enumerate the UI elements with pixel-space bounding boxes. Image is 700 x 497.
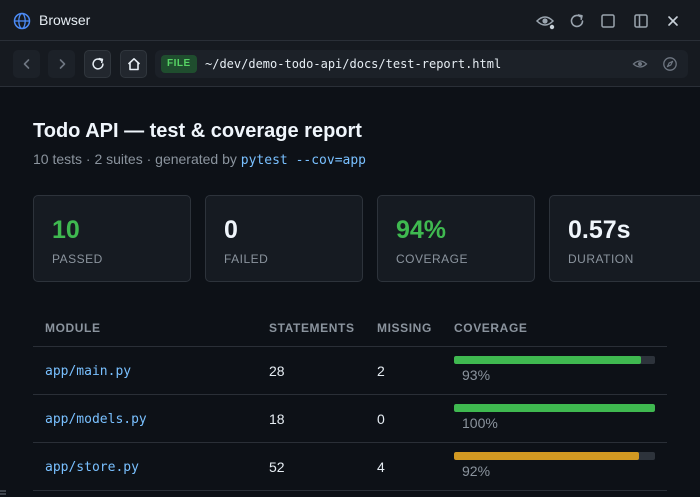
column-header-coverage: COVERAGE <box>454 321 528 335</box>
report-subtitle: 10 tests · 2 suites · generated by pytes… <box>33 151 366 168</box>
table-header-row: MODULE STATEMENTS MISSING COVERAGE <box>33 310 667 347</box>
coverage-bar <box>454 452 655 460</box>
module-link[interactable]: app/main.py <box>45 364 132 379</box>
window-titlebar: Browser <box>0 0 700 41</box>
address-bar[interactable]: FILE ~/dev/demo-todo-api/docs/test-repor… <box>155 50 688 78</box>
table-row: app/models.py 18 0 100% <box>33 395 667 443</box>
column-header-module: MODULE <box>45 321 101 335</box>
stat-card-failed: 0 FAILED <box>205 195 363 282</box>
stat-card-coverage: 94% COVERAGE <box>377 195 535 282</box>
stat-value: 0.57s <box>568 216 631 244</box>
stat-label: COVERAGE <box>396 252 469 266</box>
close-button[interactable] <box>663 11 683 31</box>
url-text[interactable]: ~/dev/demo-todo-api/docs/test-report.htm… <box>205 57 502 71</box>
statements-cell: 18 <box>269 411 285 427</box>
coverage-percent: 92% <box>462 463 491 479</box>
forward-button[interactable] <box>48 50 75 78</box>
close-icon <box>668 16 678 26</box>
stat-card-passed: 10 PASSED <box>33 195 191 282</box>
stat-value: 0 <box>224 216 238 244</box>
missing-cell: 2 <box>377 363 385 379</box>
resize-grip-icon[interactable] <box>0 487 10 497</box>
refresh-icon <box>570 14 584 28</box>
subtitle-command: pytest --cov=app <box>240 153 367 168</box>
window-title: Browser <box>39 12 91 28</box>
stat-card-duration: 0.57s DURATION <box>549 195 700 282</box>
coverage-bar-fill <box>454 452 639 460</box>
statements-cell: 52 <box>269 459 285 475</box>
maximize-button[interactable] <box>598 11 618 31</box>
coverage-bar-fill <box>454 404 655 412</box>
globe-icon <box>13 12 31 30</box>
table-row: app/store.py 52 4 92% <box>33 443 667 491</box>
coverage-bar-fill <box>454 356 641 364</box>
square-icon <box>601 14 615 28</box>
module-link[interactable]: app/store.py <box>45 460 139 475</box>
eye-icon[interactable] <box>632 56 648 72</box>
stat-value: 10 <box>52 216 80 244</box>
refresh-icon <box>91 57 104 70</box>
statements-cell: 28 <box>269 363 285 379</box>
coverage-percent: 93% <box>462 367 491 383</box>
eye-icon <box>535 16 555 30</box>
reload-button[interactable] <box>84 50 111 78</box>
report-title: Todo API — test & coverage report <box>33 120 362 142</box>
table-row: app/main.py 28 2 93% <box>33 347 667 395</box>
column-header-missing: MISSING <box>377 321 432 335</box>
coverage-bar <box>454 404 655 412</box>
home-icon <box>127 58 140 71</box>
back-button[interactable] <box>13 50 40 78</box>
home-button[interactable] <box>120 50 147 78</box>
missing-cell: 4 <box>377 459 385 475</box>
split-panel-icon <box>634 14 648 28</box>
page-content: Todo API — test & coverage report 10 tes… <box>0 87 700 497</box>
watch-toggle-button[interactable] <box>535 11 555 31</box>
chevron-right-icon <box>59 59 65 69</box>
window-reload-button[interactable] <box>567 11 587 31</box>
compass-icon[interactable] <box>662 56 678 72</box>
chevron-left-icon <box>23 59 29 69</box>
stat-label: FAILED <box>224 252 269 266</box>
missing-cell: 0 <box>377 411 385 427</box>
file-scheme-badge: FILE <box>161 55 197 73</box>
stat-label: PASSED <box>52 252 103 266</box>
coverage-percent: 100% <box>462 415 498 431</box>
split-view-button[interactable] <box>631 11 651 31</box>
stat-label: DURATION <box>568 252 634 266</box>
stat-value: 94% <box>396 216 447 244</box>
column-header-statements: STATEMENTS <box>269 321 355 335</box>
subtitle-summary: 10 tests · 2 suites · generated by <box>33 151 241 167</box>
navigation-bar: FILE ~/dev/demo-todo-api/docs/test-repor… <box>0 41 700 87</box>
module-link[interactable]: app/models.py <box>45 412 147 427</box>
coverage-bar <box>454 356 655 364</box>
